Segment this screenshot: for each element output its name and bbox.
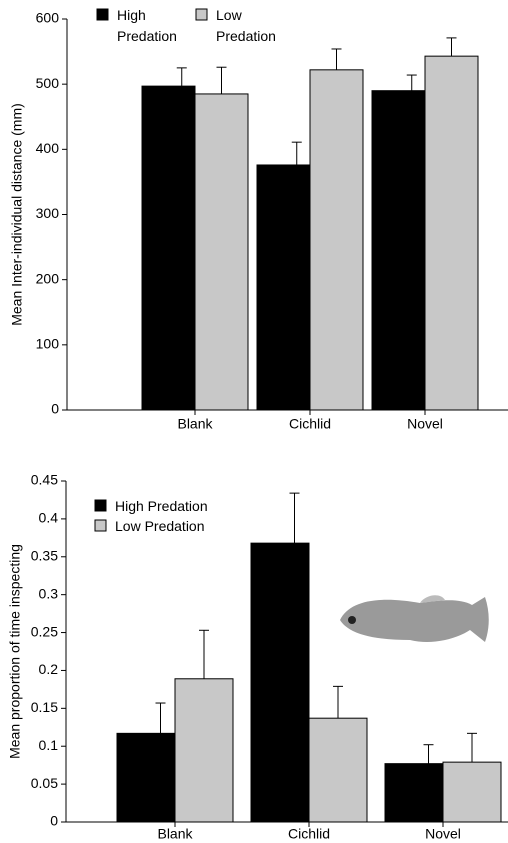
- bar: [424, 55, 479, 411]
- legend-label: Low Predation: [115, 518, 205, 534]
- legend-entry: High Predation: [117, 7, 177, 44]
- y-tick-label: 0.1: [39, 737, 59, 753]
- bar: [384, 763, 444, 823]
- bar: [250, 542, 310, 823]
- legend-label: High Predation: [117, 7, 177, 44]
- x-tick-label: Novel: [407, 416, 443, 432]
- legend-entry: Low Predation: [115, 518, 205, 534]
- y-tick-label: 500: [36, 75, 60, 91]
- y-tick-label: 300: [36, 205, 60, 221]
- bar: [309, 69, 364, 411]
- bar: [308, 717, 368, 823]
- x-tick-label: Blank: [177, 416, 213, 432]
- fish-illustration: [340, 595, 489, 642]
- y-tick-label: 0: [50, 813, 58, 829]
- y-tick-label: 0.2: [39, 661, 59, 677]
- y-tick-label: 0.35: [31, 547, 58, 563]
- y-tick-label: 200: [36, 270, 60, 286]
- legend-entry: High Predation: [115, 498, 208, 514]
- legend-swatch: [94, 519, 107, 532]
- legend-swatch: [195, 8, 208, 21]
- legend-label: High Predation: [115, 498, 208, 514]
- x-tick-label: Cichlid: [289, 416, 331, 432]
- y-axis-title: Mean proportion of time inspecting: [7, 544, 23, 759]
- y-tick-label: 0.05: [31, 775, 58, 791]
- y-tick-label: 400: [36, 140, 60, 156]
- y-tick-label: 100: [36, 336, 60, 352]
- y-tick-label: 0.15: [31, 699, 58, 715]
- legend-swatch: [94, 499, 107, 512]
- bar: [256, 164, 311, 411]
- y-tick-label: 0.4: [39, 510, 59, 526]
- bar: [174, 678, 234, 823]
- y-tick-label: 0.45: [31, 472, 58, 488]
- y-tick-label: 0: [51, 401, 59, 417]
- x-tick-label: Novel: [425, 826, 461, 842]
- legend-swatch: [96, 8, 109, 21]
- y-tick-label: 0.3: [39, 585, 59, 601]
- bar: [194, 93, 249, 411]
- x-tick-label: Blank: [157, 826, 193, 842]
- legend-label: Low Predation: [216, 7, 276, 44]
- bar: [141, 85, 196, 411]
- y-tick-label: 600: [36, 10, 60, 26]
- bar: [371, 90, 426, 411]
- y-axis-title: Mean Inter-individual distance (mm): [9, 103, 25, 326]
- bar: [442, 761, 502, 823]
- x-tick-label: Cichlid: [288, 826, 330, 842]
- bar: [116, 732, 176, 823]
- y-tick-label: 0.25: [31, 623, 58, 639]
- legend-entry: Low Predation: [216, 7, 276, 44]
